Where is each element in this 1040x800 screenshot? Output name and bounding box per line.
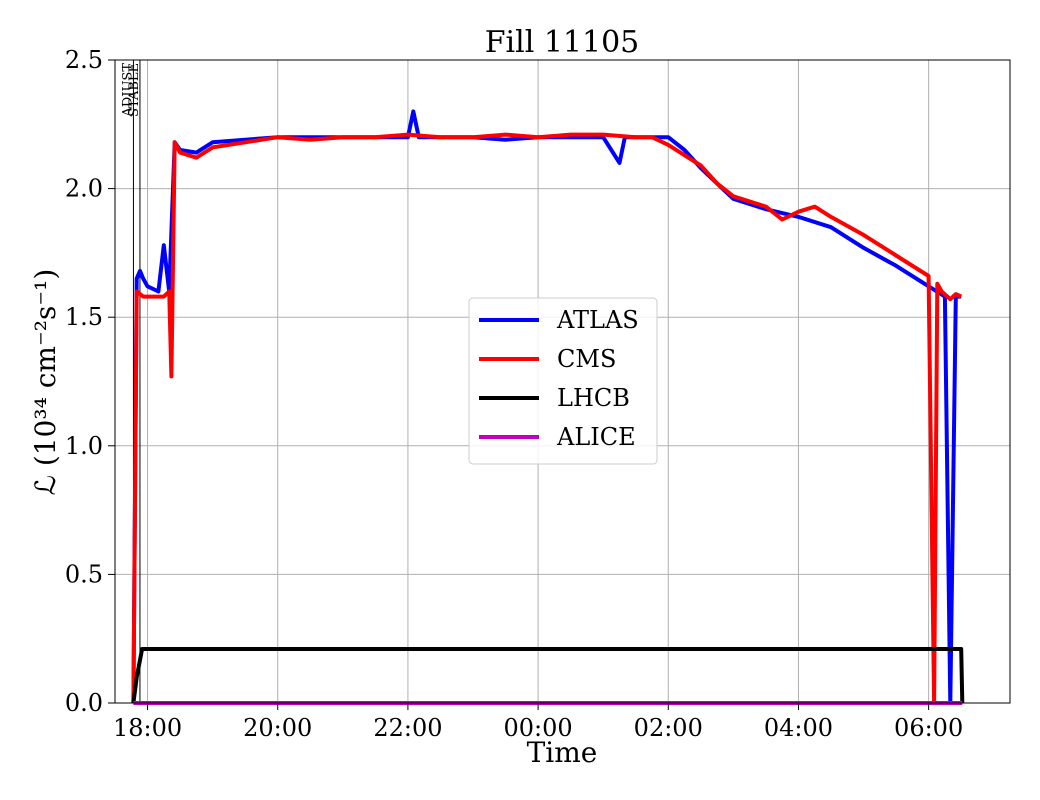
x-tick-label: 04:00 <box>764 714 833 742</box>
y-tick-label: 2.5 <box>65 46 103 74</box>
y-axis-ticks: 0.0 0.5 1.0 1.5 2.0 2.5 <box>65 46 115 717</box>
legend-label-cms: CMS <box>557 345 616 373</box>
y-tick-label: 0.0 <box>65 689 103 717</box>
series-line-lhcb <box>131 647 965 704</box>
plot-frame <box>114 59 1011 704</box>
x-tick-label: 02:00 <box>634 714 703 742</box>
y-axis-label: ℒ (10³⁴ cm⁻²s⁻¹) <box>29 269 62 496</box>
legend-box <box>468 297 658 465</box>
legend-label-lhcb: LHCB <box>557 384 630 412</box>
marker-label-stable: STABLE <box>127 63 142 117</box>
chart-title: Fill 11105 <box>485 25 640 60</box>
x-axis-ticks: 18:00 20:00 22:00 00:00 02:00 04:00 06:00 <box>113 703 963 742</box>
y-tick-label: 2.0 <box>65 175 103 203</box>
legend-label-atlas: ATLAS <box>556 306 639 334</box>
series-line-cms <box>131 132 963 705</box>
y-tick-label: 0.5 <box>65 560 103 588</box>
legend: ATLAS CMS LHCB ALICE <box>468 297 658 465</box>
x-axis-label: Time <box>527 736 598 769</box>
y-tick-label: 1.5 <box>65 303 103 331</box>
x-tick-label: 06:00 <box>894 714 963 742</box>
x-tick-label: 20:00 <box>243 714 312 742</box>
x-tick-label: 00:00 <box>504 714 573 742</box>
x-tick-label: 18:00 <box>113 714 182 742</box>
y-tick-label: 1.0 <box>65 432 103 460</box>
legend-label-alice: ALICE <box>556 423 636 451</box>
series-line-atlas <box>131 109 962 705</box>
x-tick-label: 22:00 <box>373 714 442 742</box>
marker-label-adjust: ADJUST <box>120 63 135 118</box>
